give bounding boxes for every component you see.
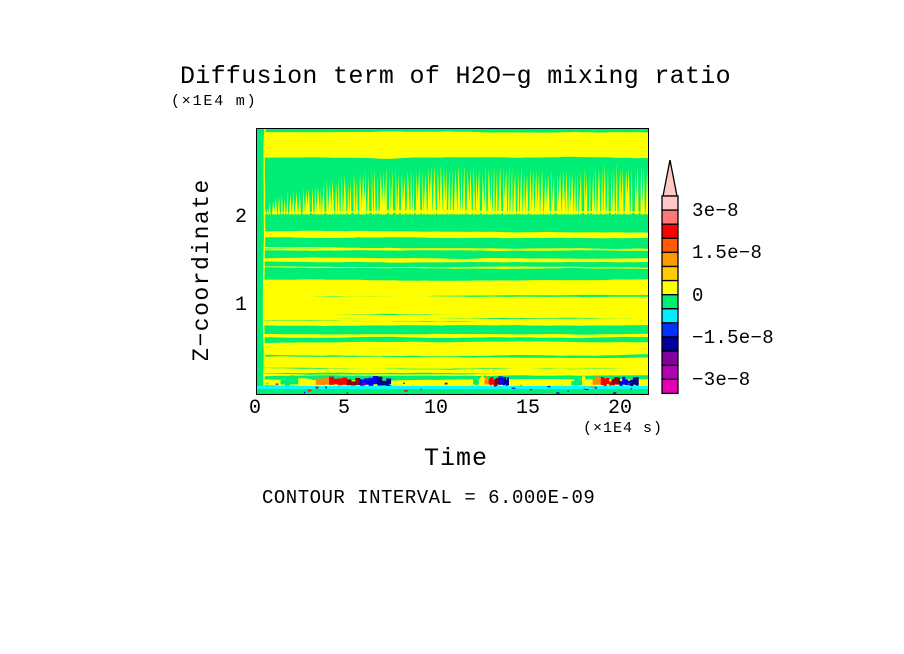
svg-text:Z−coordinate: Z−coordinate	[189, 180, 215, 360]
